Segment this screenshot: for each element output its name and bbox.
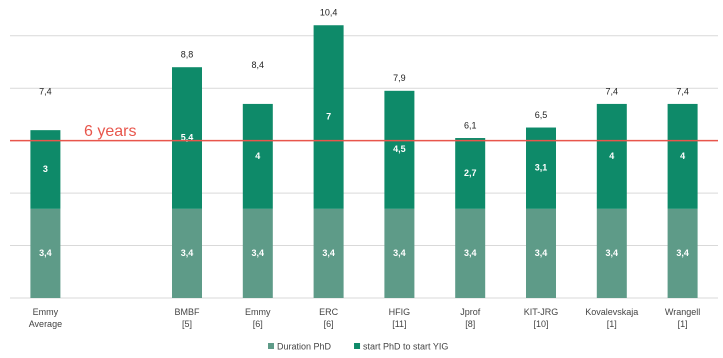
- bar-segment: [384, 90, 415, 209]
- total-label: 8,4: [252, 60, 265, 70]
- x-tick-label-line: [11]: [392, 319, 406, 329]
- bar-segment: [172, 67, 202, 209]
- total-label: 7,4: [39, 86, 52, 96]
- reference-label: 6 years: [84, 123, 136, 140]
- x-tick-label-line: Jprof: [460, 307, 481, 317]
- legend-label: start PhD to start YIG: [363, 341, 448, 351]
- x-tick-label-line: [1]: [607, 319, 617, 329]
- total-label: 7,9: [393, 73, 406, 83]
- x-tick-label: Wrangell [1]: [665, 307, 700, 329]
- x-tick-label-line: [8]: [465, 319, 475, 329]
- x-tick-label-line: Wrangell: [665, 307, 700, 317]
- value-label: 3,4: [322, 248, 335, 258]
- value-label: 3,4: [181, 248, 194, 258]
- value-label: 3,4: [252, 248, 265, 258]
- value-label: 4: [609, 151, 614, 161]
- x-tick-label-line: [6]: [324, 319, 334, 329]
- bar-segment: [242, 208, 273, 298]
- bar-segment: [455, 138, 486, 209]
- bar-segment: [596, 103, 627, 209]
- bar-segment: [30, 130, 61, 209]
- x-tick-label-line: [6]: [253, 319, 263, 329]
- total-label: 6,1: [464, 120, 477, 130]
- x-tick-label-line: Average: [29, 319, 62, 329]
- value-label: 3,1: [535, 163, 548, 173]
- total-label: 6,5: [535, 110, 548, 120]
- value-label: 4: [255, 151, 260, 161]
- bar-segment: [172, 208, 202, 298]
- x-tick-label-line: HFIG: [389, 307, 411, 317]
- x-tick-label: KIT-JRG [10]: [524, 307, 559, 329]
- legend-swatch: [268, 343, 274, 349]
- value-label: 5,4: [181, 132, 194, 142]
- value-label: 3,4: [393, 248, 406, 258]
- legend-label: Duration PhD: [277, 341, 332, 351]
- total-label: 8,8: [181, 50, 194, 60]
- x-tick-label-line: Emmy: [33, 307, 59, 317]
- x-tick-label-line: [1]: [678, 319, 688, 329]
- bar-segment: [313, 208, 344, 298]
- x-tick-label-line: ERC: [319, 307, 339, 317]
- x-tick-label: BMBF [5]: [174, 307, 200, 329]
- total-label: 7,4: [606, 86, 619, 96]
- x-tick-label: Emmy Average: [29, 307, 62, 329]
- x-tick-label: ERC [6]: [319, 307, 339, 329]
- total-label: 7,4: [676, 86, 689, 96]
- bar-segment: [596, 208, 627, 298]
- value-label: 2,7: [464, 168, 477, 178]
- bar-segment: [30, 208, 61, 298]
- legend: Duration PhD start PhD to start YIG: [268, 341, 448, 351]
- value-label: 7: [326, 111, 331, 121]
- x-tick-label: HFIG [11]: [389, 307, 411, 329]
- x-tick-label: Kovalevskaja [1]: [585, 307, 638, 329]
- bar-segment: [667, 103, 698, 209]
- bar-segment: [526, 208, 556, 298]
- bar-segment: [313, 25, 344, 209]
- value-label: 3,4: [39, 248, 52, 258]
- x-tick-label-line: BMBF: [174, 307, 200, 317]
- x-tick-label-line: Emmy: [245, 307, 271, 317]
- bar-segment: [242, 103, 273, 209]
- x-tick-label-line: KIT-JRG: [524, 307, 559, 317]
- x-tick-label-line: Kovalevskaja: [585, 307, 638, 317]
- value-label: 3,4: [676, 248, 689, 258]
- value-label: 3,4: [464, 248, 477, 258]
- value-label: 4,5: [393, 144, 406, 154]
- x-tick-label-line: [10]: [533, 319, 548, 329]
- value-label: 3,4: [606, 248, 619, 258]
- bar-segment: [667, 208, 698, 298]
- x-tick-label: Jprof [8]: [460, 307, 481, 329]
- value-label: 4: [680, 151, 685, 161]
- x-tick-label: Emmy [6]: [245, 307, 271, 329]
- total-label: 10,4: [320, 8, 338, 18]
- x-tick-label-line: [5]: [182, 319, 192, 329]
- legend-swatch: [354, 343, 361, 349]
- value-label: 3: [43, 164, 48, 174]
- bar-segment: [455, 208, 486, 298]
- bar-segment: [384, 208, 415, 298]
- value-label: 3,4: [535, 248, 548, 258]
